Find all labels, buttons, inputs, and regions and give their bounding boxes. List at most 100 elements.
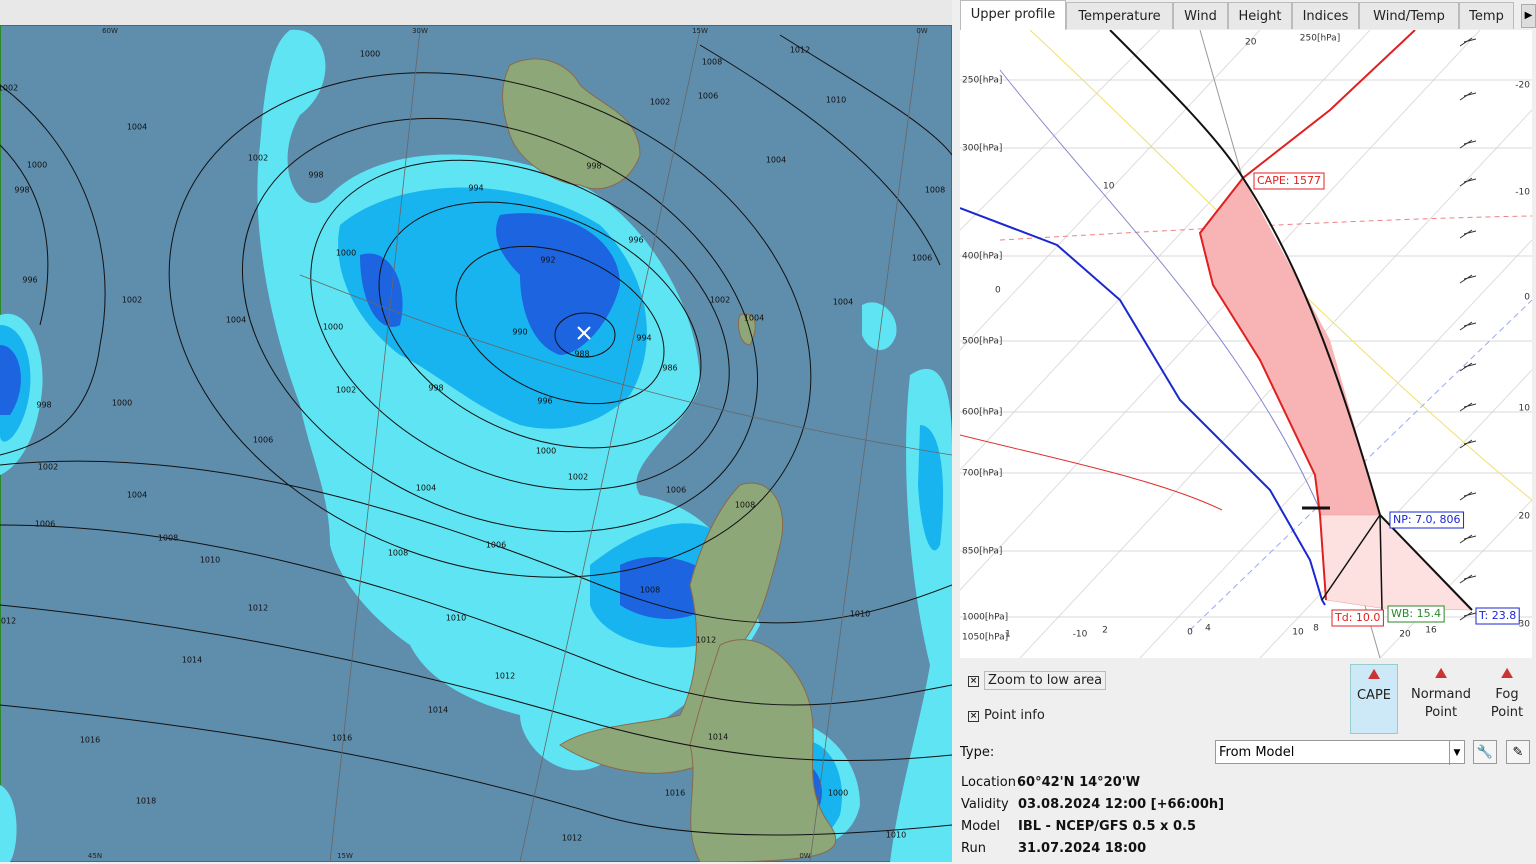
wind-barb: [1459, 574, 1477, 584]
meridian: [809, 29, 921, 862]
isobar-label: 1012: [562, 834, 582, 843]
temperature-label: -10: [1073, 630, 1088, 640]
isobar-label: 994: [468, 184, 483, 193]
tool-button[interactable]: ⛰ CAPE: [1350, 664, 1398, 734]
isobar-label: 1012: [495, 672, 515, 681]
isotherm: [960, 30, 1481, 591]
info-key: Model: [961, 819, 1001, 834]
right-axis-label: 30: [1519, 620, 1531, 630]
button-icon: ⛰: [1500, 664, 1514, 682]
isobar-label: 1006: [912, 254, 932, 263]
isobar-label: 1010: [200, 556, 220, 565]
right-axis-label: 0: [1524, 293, 1530, 303]
isobar: [241, 117, 759, 533]
temperature-label: 2: [1102, 626, 1108, 636]
graticule-label: 0W: [799, 852, 810, 860]
isotherm-label: 0: [995, 286, 1001, 296]
graticule-label: 60W: [102, 27, 118, 35]
annotation-box: [1253, 172, 1325, 190]
pressure-label: 850[hPa]: [962, 547, 1002, 557]
tab[interactable]: Temp: [1459, 2, 1514, 29]
edit-button[interactable]: ✎: [1506, 740, 1530, 764]
precip-area: [918, 425, 944, 551]
isobar-label: 986: [662, 364, 677, 373]
button-label: Fog: [1495, 687, 1519, 702]
button-label: Normand: [1411, 687, 1471, 702]
tab[interactable]: Upper profile: [960, 0, 1066, 30]
tool-button[interactable]: ⛰ Fog Point: [1484, 664, 1530, 732]
isobar-label: 990: [512, 328, 527, 337]
graticule-label: 15W: [337, 852, 353, 860]
isobar: [699, 44, 941, 266]
settings-button[interactable]: 🔧: [1473, 740, 1497, 764]
right-axis-label: -20: [1515, 81, 1530, 91]
pressure-label: 250[hPa]: [1300, 34, 1340, 44]
pressure-label: 300[hPa]: [962, 144, 1002, 154]
isobar-label: 1016: [80, 736, 100, 745]
graticule-label: 30W: [412, 27, 428, 35]
land: [502, 58, 837, 862]
map: 60W 30W 15W 0W 45N 15W 0W 1000 1002 1004 1000 998 99…: [0, 25, 952, 862]
isobar-lines: [960, 79, 1532, 618]
isobar-label: 1004: [766, 156, 786, 165]
isobar-label: 1002: [710, 296, 730, 305]
isobar-label: 1002: [0, 84, 18, 93]
isobar-label: 1004: [226, 316, 246, 325]
wind-barb: [1459, 402, 1477, 412]
info-key: Location: [961, 775, 1016, 790]
isobar-label: 996: [537, 397, 552, 406]
dewpoint-profile: [960, 207, 1326, 606]
isobars: [0, 34, 952, 836]
tab[interactable]: Wind: [1173, 2, 1228, 29]
isobar-label: 1012: [0, 617, 16, 626]
info-value: 03.08.2024 12:00 [+66:00h]: [1018, 797, 1225, 812]
checkbox-box: ×: [968, 711, 979, 722]
info-value: 60°42'N 14°20'W: [1017, 775, 1141, 790]
annotation-box: [1331, 609, 1384, 627]
point-marker: [577, 326, 591, 340]
tab[interactable]: Temperature: [1066, 2, 1173, 29]
precip-area: [496, 213, 620, 355]
land-area: [737, 313, 756, 346]
tool-button[interactable]: ⛰ Normand Point: [1406, 664, 1476, 732]
info-value: 31.07.2024 18:00: [1018, 841, 1147, 856]
isobar-label: 1000: [336, 249, 356, 258]
checkbox[interactable]: × Zoom to low area: [968, 671, 1107, 690]
checkbox[interactable]: × Point info: [968, 708, 1045, 723]
isobar-label: 1014: [708, 733, 728, 742]
tab-scroll[interactable]: ▶: [1521, 4, 1536, 28]
isobar-label: 1008: [640, 586, 660, 595]
isobar-label: 1012: [790, 46, 810, 55]
wind-barb: [1459, 177, 1477, 187]
isobar-label: 1008: [388, 549, 408, 558]
tab[interactable]: Indices: [1292, 2, 1359, 29]
isobar-label: 1000: [27, 161, 47, 170]
precip-area: [0, 785, 17, 862]
cape-area: [1200, 178, 1380, 515]
tab[interactable]: Height: [1228, 2, 1292, 29]
isobar-label: 1002: [122, 296, 142, 305]
pressure-label: 500[hPa]: [962, 337, 1002, 347]
isobar-label: 1002: [568, 473, 588, 482]
pressure-label: 1050[hPa]: [962, 633, 1008, 643]
annotation-td: Td: 10.0: [1334, 611, 1380, 624]
tab[interactable]: Wind/Temp: [1359, 2, 1459, 29]
isobar-label: 1008: [925, 186, 945, 195]
annotation-t: T: 23.8: [1478, 609, 1516, 622]
type-dropdown[interactable]: From Model ▼: [1215, 740, 1465, 765]
pressure-label: 600[hPa]: [962, 408, 1002, 418]
graticule-label: 0W: [916, 27, 927, 35]
wind-barb: [1459, 611, 1477, 621]
isobar-label: 992: [540, 256, 555, 265]
isotherm-label: 10: [1103, 182, 1115, 192]
isobar: [455, 245, 665, 405]
wind-barb: [1459, 439, 1477, 449]
isobar-label: 1000: [112, 399, 132, 408]
isobar: [168, 72, 812, 578]
isobar-label: 1000: [536, 447, 556, 456]
isobar: [0, 604, 952, 762]
annotation-cape: CAPE: 1577: [1257, 174, 1321, 187]
wind-barb: [1459, 139, 1477, 149]
temperature-curve: [1109, 30, 1473, 611]
